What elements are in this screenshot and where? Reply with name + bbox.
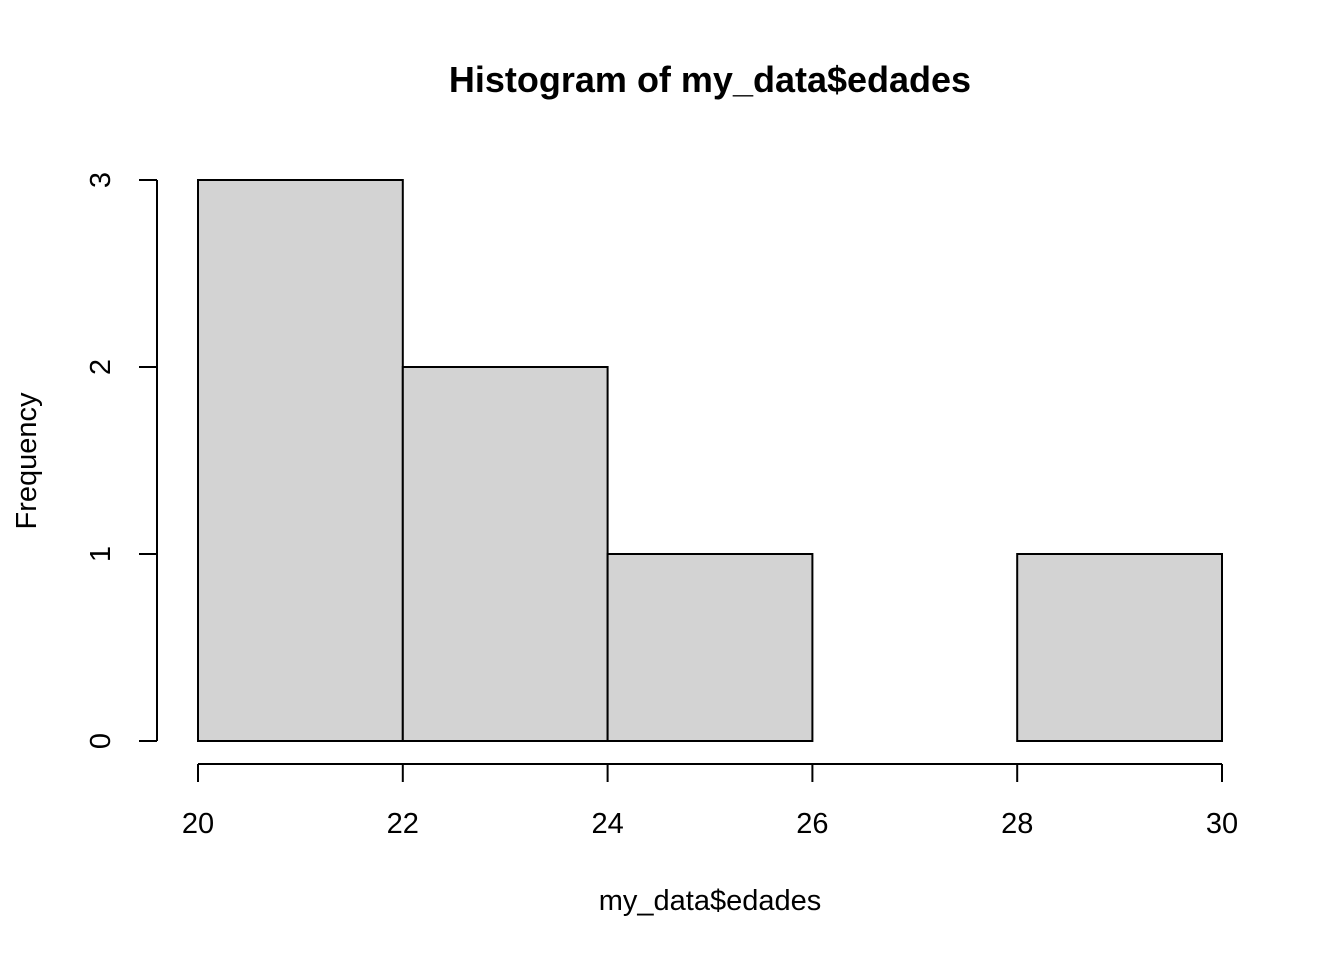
y-tick-label-0: 0 [85,733,117,749]
x-tick-label-4: 28 [1001,808,1033,840]
histogram-bars [197,179,1224,742]
histogram-bar-0 [197,179,404,742]
y-axis-label: Frequency [11,392,43,530]
x-axis-label: my_data$edades [599,885,822,917]
x-tick-label-3: 26 [796,808,828,840]
x-tick-label-5: 30 [1206,808,1238,840]
chart-title: Histogram of my_data$edades [449,59,971,100]
y-tick-label-1: 1 [85,546,117,562]
histogram-bar-1 [401,366,609,742]
x-tick-label-0: 20 [182,808,214,840]
histogram-bar-4 [1016,553,1224,742]
y-tick-label-2: 2 [85,359,117,375]
x-tick-label-1: 22 [387,808,419,840]
histogram-bar-2 [606,553,814,742]
y-axis: 0 1 2 3 [85,172,158,749]
x-axis: 20 22 24 26 28 30 [182,763,1238,840]
x-tick-label-2: 24 [591,808,623,840]
y-tick-label-3: 3 [85,172,117,188]
